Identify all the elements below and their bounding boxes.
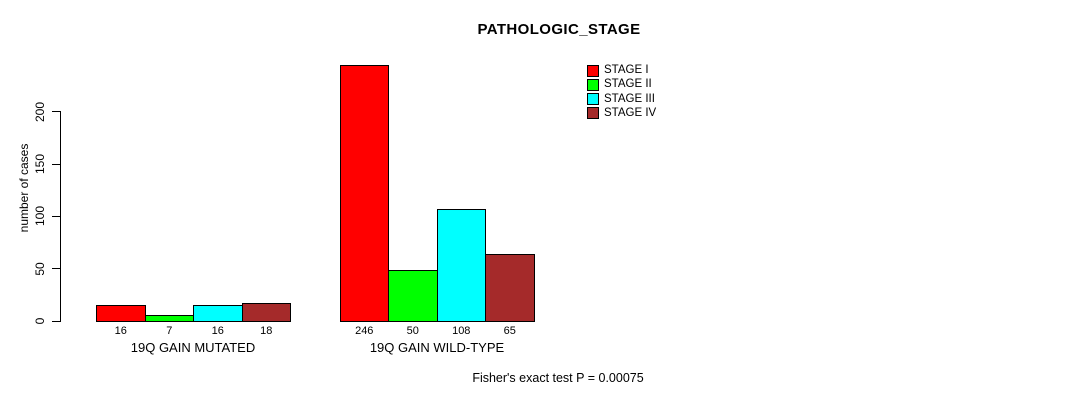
category-label-wild-type: 19Q GAIN WILD-TYPE [369, 340, 505, 355]
legend-swatch-icon [587, 107, 599, 120]
bar-stage-iii-group-0 [193, 305, 243, 322]
y-tick-label: 50 [33, 262, 47, 276]
y-tick-mark [52, 320, 60, 322]
bar-value-label: 65 [503, 325, 516, 337]
y-tick-label: 200 [33, 101, 47, 122]
fisher-test-annotation: Fisher's exact test P = 0.00075 [472, 371, 644, 385]
legend-item: STAGE II [587, 78, 652, 91]
bar-stage-i-group-0 [96, 305, 146, 322]
legend-item: STAGE I [587, 64, 649, 77]
bar-stage-iv-group-0 [241, 303, 291, 322]
bar-value-label: 246 [355, 325, 374, 337]
legend-label: STAGE I [604, 64, 649, 76]
y-tick-mark [52, 268, 60, 270]
bar-stage-iii-group-1 [436, 209, 486, 322]
legend-swatch-icon [587, 78, 599, 91]
y-tick-mark [52, 163, 60, 165]
legend-item: STAGE III [587, 93, 655, 106]
bar-value-label: 50 [406, 325, 419, 337]
y-tick-mark [52, 111, 60, 113]
bar-stage-ii-group-0 [144, 315, 194, 322]
bar-stage-iv-group-1 [485, 254, 535, 322]
y-tick-label: 100 [33, 206, 47, 227]
legend-swatch-icon [587, 64, 599, 77]
bar-value-label: 7 [166, 325, 173, 337]
chart-title: PATHOLOGIC_STAGE [477, 21, 641, 38]
y-tick-label: 0 [33, 317, 47, 325]
y-axis-line [60, 111, 61, 322]
y-axis-label: number of cases [17, 143, 31, 233]
bar-stage-i-group-1 [339, 65, 389, 322]
legend-label: STAGE II [604, 78, 652, 91]
y-tick-mark [52, 215, 60, 217]
legend-swatch-icon [587, 93, 599, 106]
category-label-mutated: 19Q GAIN MUTATED [130, 340, 256, 355]
y-tick-label: 150 [33, 154, 47, 175]
bar-value-label: 108 [452, 325, 471, 337]
bar-value-label: 18 [260, 325, 273, 337]
bar-value-label: 16 [114, 325, 127, 337]
legend-label: STAGE III [604, 92, 655, 105]
bar-value-label: 16 [211, 325, 224, 337]
legend-item: STAGE IV [587, 107, 656, 120]
bar-stage-ii-group-1 [388, 270, 438, 322]
legend-label: STAGE IV [604, 106, 657, 119]
